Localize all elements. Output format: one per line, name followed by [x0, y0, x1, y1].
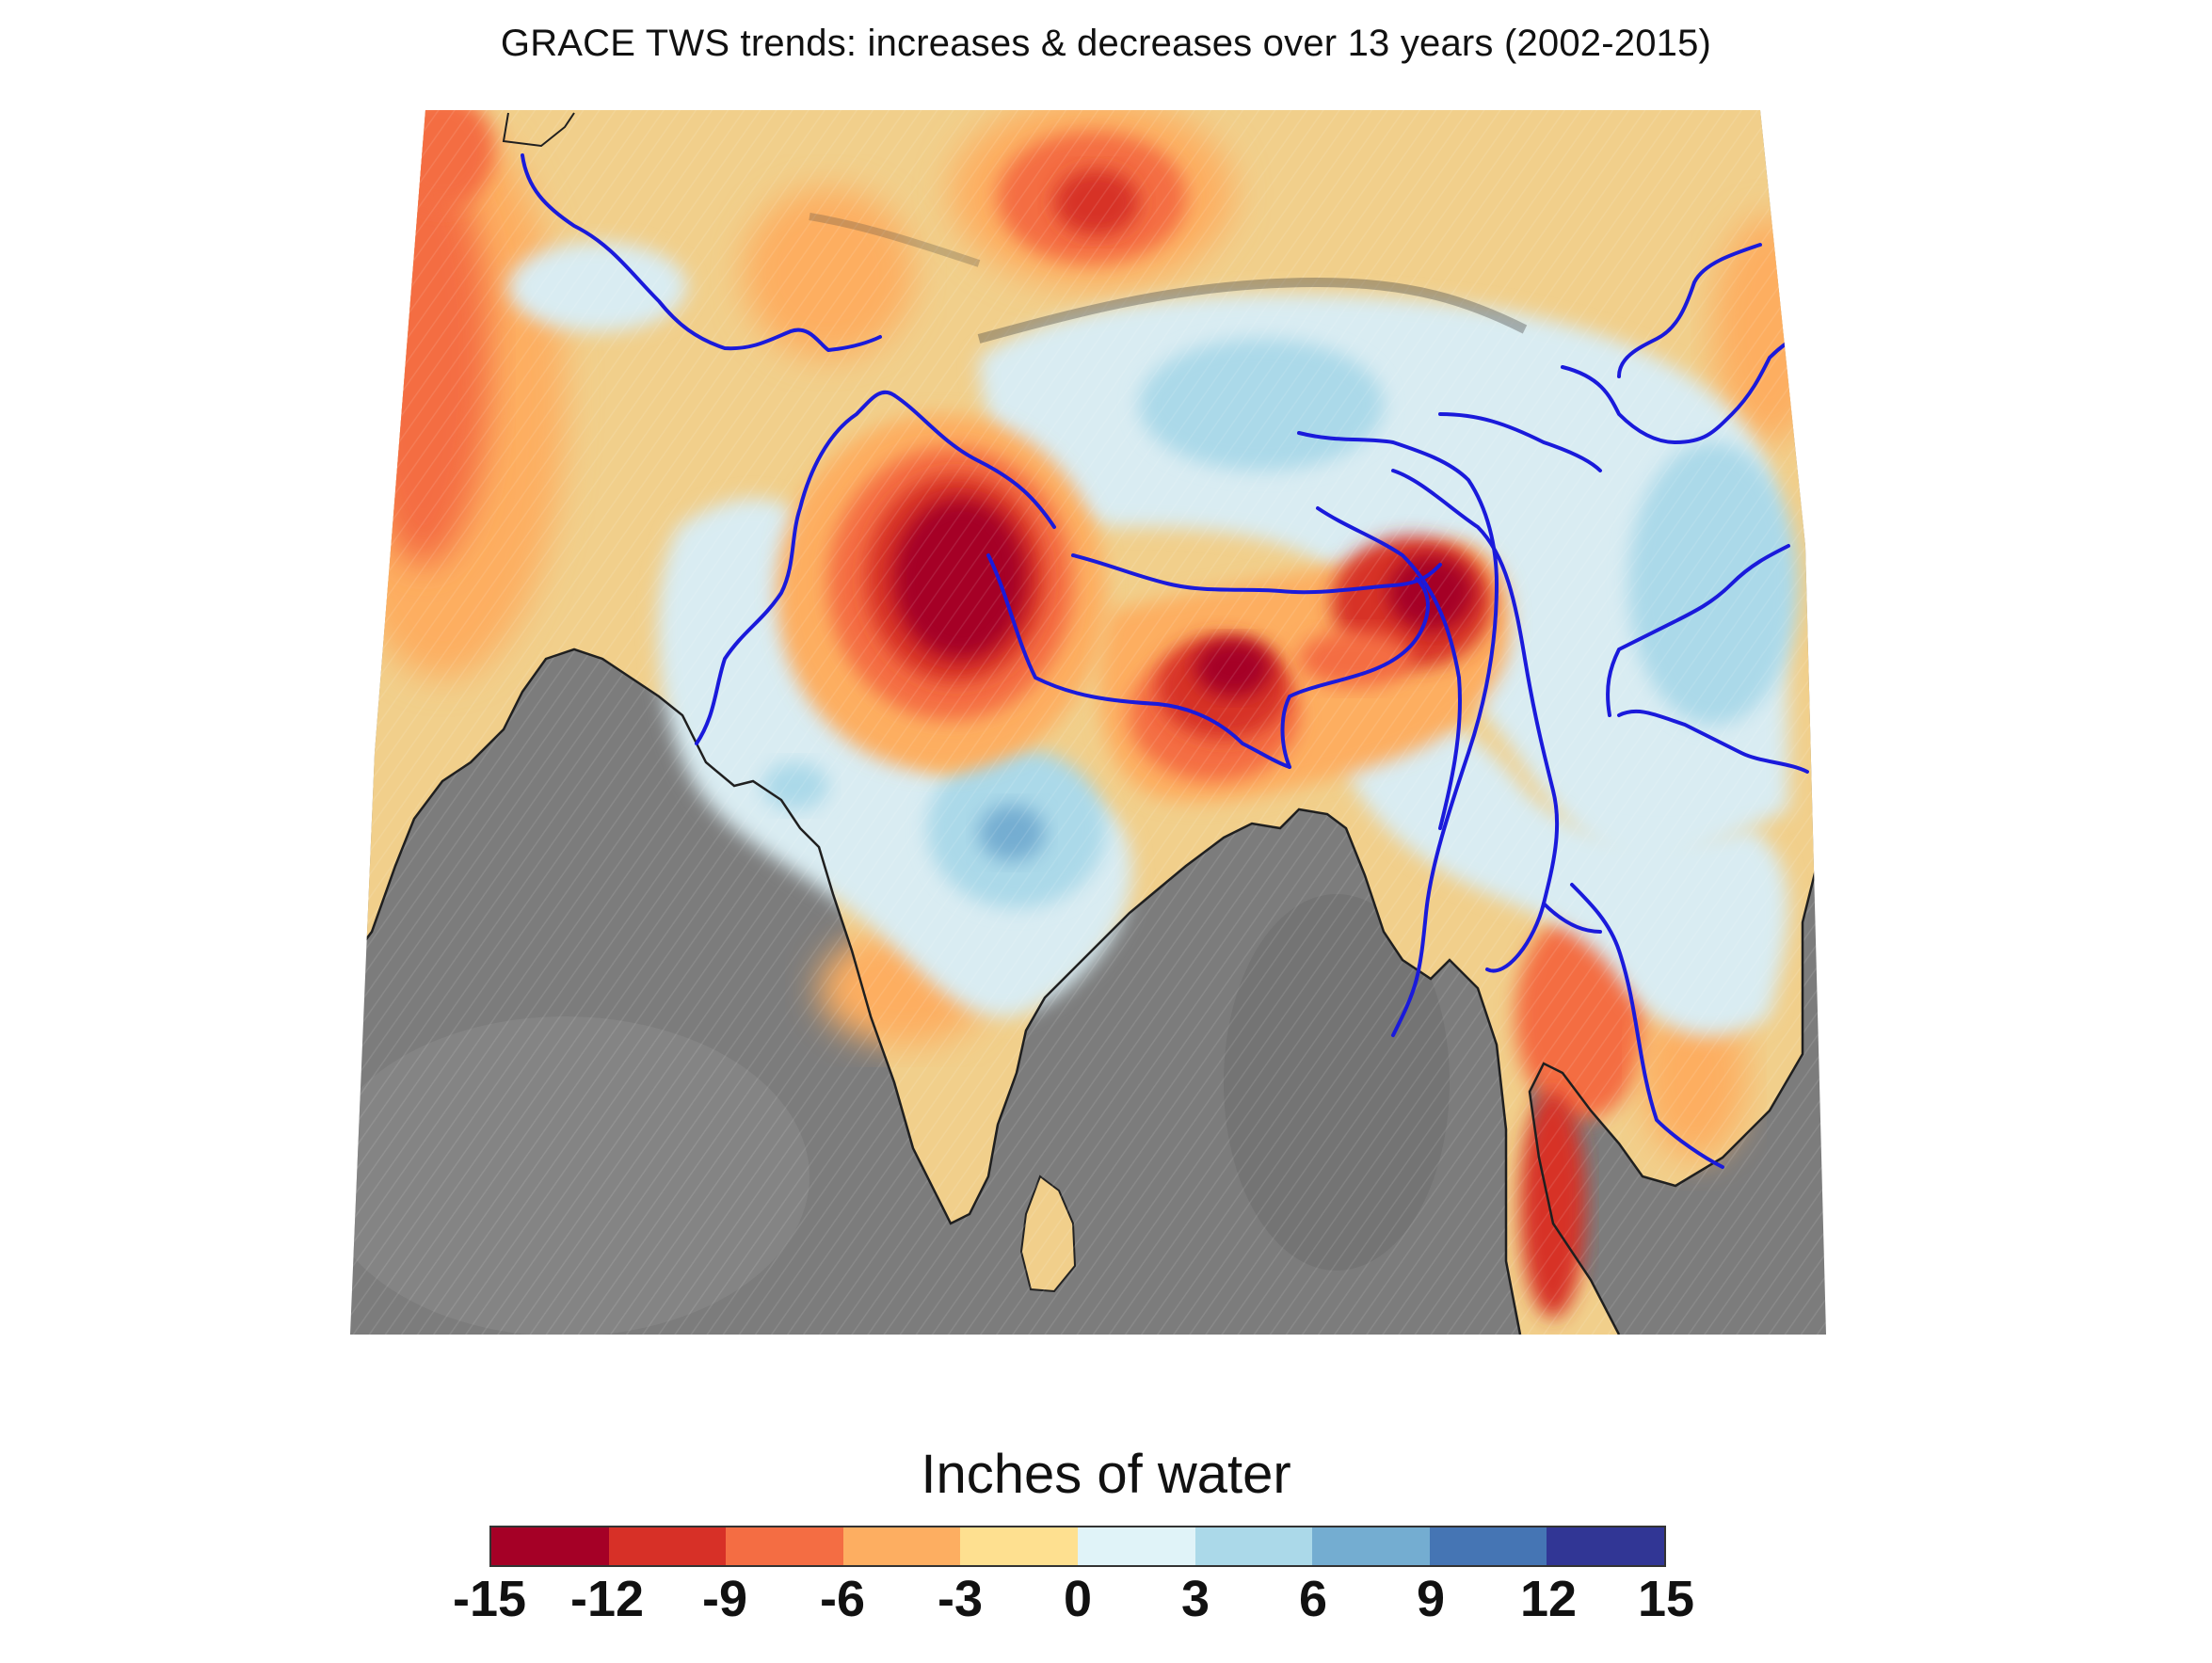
colorbar-tick-label: 15 [1637, 1571, 1695, 1627]
colorbar-tick-label: -15 [452, 1571, 527, 1627]
colorbar-ticks: -15 -12 -9 -6 -3 0 3 6 9 12 15 [0, 1570, 2212, 1645]
colorbar-tick-label: 0 [1063, 1571, 1093, 1627]
colorbar-swatch [1312, 1527, 1430, 1565]
colorbar-swatch [726, 1527, 843, 1565]
coastline [1528, 826, 1826, 1335]
himalaya-ridge-shading [977, 277, 1528, 344]
coastline [357, 648, 1522, 1335]
colorbar-swatch [1077, 1527, 1195, 1565]
river-pearl [1606, 544, 1790, 717]
river-brahmaputra [1280, 577, 1430, 769]
colorbar-tick-label: -3 [937, 1571, 984, 1627]
river-salween [1297, 431, 1499, 981]
colorbar-swatch [491, 1527, 609, 1565]
colorbar-tick-label: 9 [1416, 1571, 1446, 1627]
river-indus-upper [892, 393, 1056, 529]
colorbar-swatch [1547, 1527, 1664, 1565]
river-yellow [1617, 243, 1762, 378]
colorbar-tick-label: -12 [569, 1571, 645, 1627]
country-boundary [502, 112, 575, 148]
river-mekong-delta [1391, 977, 1419, 1037]
river-network [521, 153, 1826, 1169]
river-irrawaddy [1316, 506, 1462, 830]
colorbar-swatch [608, 1527, 727, 1565]
colorbar [489, 1526, 1666, 1567]
colorbar-swatch [1429, 1527, 1547, 1565]
legend-title: Inches of water [921, 1444, 1291, 1505]
river-yangtze [1438, 412, 1602, 472]
river-ganges [1071, 553, 1442, 595]
river-amu-darya [521, 153, 882, 352]
river-yangtze-upper [1561, 323, 1826, 444]
river-chao-phraya [1570, 883, 1724, 1169]
map-title: GRACE TWS trends: increases & decreases … [500, 23, 1712, 64]
river-mekong [1391, 469, 1560, 973]
river-indus [695, 390, 896, 745]
colorbar-tick-label: -9 [701, 1571, 748, 1627]
colorbar-tick-label: 6 [1298, 1571, 1328, 1627]
terrain-texture [350, 110, 1826, 1335]
river-red [1617, 709, 1809, 774]
colorbar-tick-label: -6 [819, 1571, 866, 1627]
colorbar-swatch [1194, 1527, 1313, 1565]
river-yamuna [986, 553, 1291, 769]
colorbar-swatch [842, 1527, 961, 1565]
colorbar-tick-label: 12 [1519, 1571, 1578, 1627]
colorbar-swatch [960, 1527, 1078, 1565]
colorbar-tick-label: 3 [1180, 1571, 1210, 1627]
river-tributary [1542, 902, 1602, 934]
himalaya-ridge-shading [809, 213, 981, 267]
